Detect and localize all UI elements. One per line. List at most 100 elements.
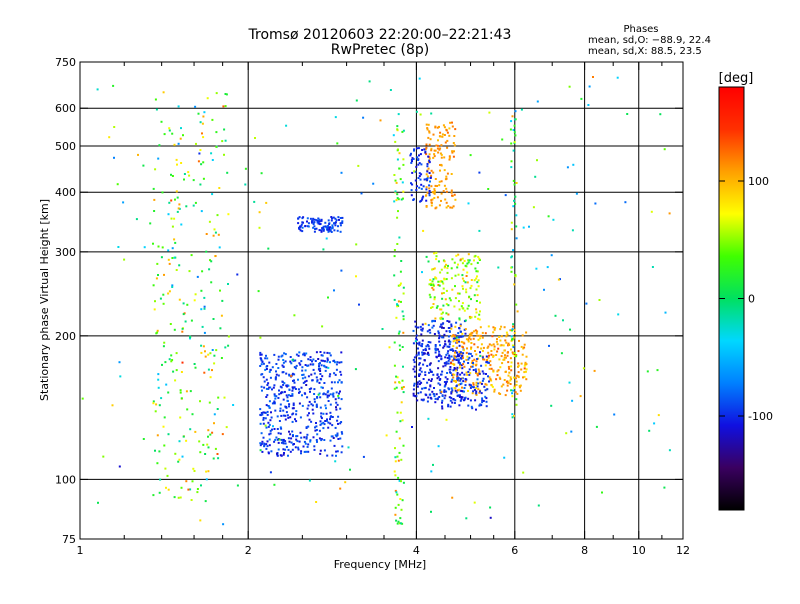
data-point — [268, 438, 271, 441]
data-point — [430, 204, 433, 207]
data-point — [429, 370, 432, 373]
data-point — [512, 149, 515, 152]
data-point — [425, 123, 428, 126]
data-point — [453, 363, 456, 366]
data-point — [423, 352, 426, 355]
data-point — [512, 323, 515, 326]
data-point — [447, 405, 450, 408]
data-point — [194, 201, 197, 204]
data-point — [175, 158, 178, 161]
data-point — [157, 386, 160, 389]
data-point — [199, 400, 201, 403]
data-point — [433, 252, 436, 255]
data-point — [452, 340, 455, 343]
data-point — [157, 378, 160, 381]
data-point — [451, 194, 453, 197]
data-point — [465, 378, 468, 381]
data-point — [482, 358, 485, 361]
data-point — [336, 434, 339, 437]
data-point — [498, 335, 501, 338]
data-point — [300, 452, 302, 455]
data-point — [152, 400, 155, 403]
data-point — [514, 195, 517, 198]
data-point — [269, 432, 272, 435]
data-point — [443, 385, 446, 388]
data-point — [426, 163, 429, 165]
data-point — [447, 359, 450, 362]
data-point — [439, 131, 442, 134]
data-point — [451, 496, 454, 499]
data-point — [429, 331, 432, 334]
data-point — [181, 361, 184, 364]
data-point — [425, 173, 428, 176]
data-point — [448, 330, 451, 333]
data-point — [431, 286, 434, 289]
data-point — [298, 402, 301, 405]
data-point — [440, 192, 443, 195]
data-point — [395, 199, 398, 202]
data-point — [419, 178, 422, 181]
data-point — [281, 354, 284, 357]
data-point — [416, 326, 419, 329]
data-point — [362, 455, 365, 458]
data-point — [394, 506, 397, 509]
data-point — [450, 323, 453, 326]
data-point — [261, 360, 264, 363]
data-point — [335, 450, 338, 453]
data-point — [259, 336, 262, 339]
data-point — [494, 327, 497, 330]
data-point — [411, 426, 413, 428]
data-point — [528, 225, 530, 228]
data-point — [464, 380, 467, 383]
data-point — [425, 143, 428, 146]
data-point — [565, 432, 568, 435]
data-point — [484, 332, 487, 335]
data-point — [476, 385, 479, 388]
data-point — [398, 330, 401, 333]
data-point — [303, 450, 306, 453]
data-point — [429, 176, 432, 179]
data-point — [162, 91, 165, 94]
data-point — [458, 318, 461, 321]
x-axis-label: Frequency [MHz] — [334, 558, 426, 571]
data-point — [335, 363, 338, 366]
data-point — [310, 373, 313, 376]
data-point — [300, 360, 303, 363]
data-point — [451, 359, 454, 362]
data-point — [479, 381, 482, 384]
data-point — [200, 308, 203, 311]
data-point — [300, 223, 303, 226]
data-point — [221, 299, 224, 302]
data-point — [201, 325, 204, 328]
data-point — [536, 100, 539, 103]
data-point — [295, 435, 298, 438]
data-point — [424, 374, 427, 376]
data-point — [511, 351, 514, 354]
data-point — [450, 189, 453, 192]
data-point — [327, 228, 330, 231]
data-point — [290, 437, 293, 440]
data-point — [298, 227, 301, 230]
data-point — [440, 180, 443, 183]
data-point — [475, 332, 478, 335]
data-point — [282, 383, 285, 386]
data-point — [111, 404, 114, 407]
data-point — [452, 155, 455, 158]
data-point — [437, 360, 440, 363]
data-point — [268, 386, 271, 389]
data-point — [210, 152, 213, 155]
data-point — [475, 300, 478, 302]
data-point — [301, 404, 304, 407]
data-point — [450, 380, 453, 383]
data-point — [190, 319, 193, 322]
data-point — [290, 374, 293, 377]
data-point — [318, 381, 321, 384]
data-point — [428, 190, 431, 192]
data-point — [434, 345, 437, 348]
data-point — [476, 358, 479, 360]
data-point — [464, 319, 467, 322]
data-point — [459, 373, 462, 376]
y-tick-label: 100 — [55, 473, 76, 486]
data-point — [291, 420, 294, 423]
data-point — [475, 288, 478, 291]
